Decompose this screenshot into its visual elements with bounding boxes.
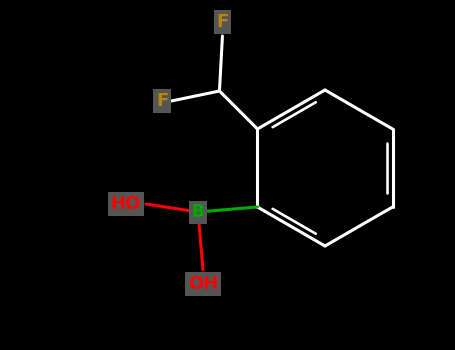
- Text: OH: OH: [188, 275, 218, 293]
- Text: HO: HO: [111, 195, 141, 213]
- Text: B: B: [192, 203, 204, 221]
- Text: F: F: [156, 92, 168, 110]
- Text: F: F: [216, 13, 228, 31]
